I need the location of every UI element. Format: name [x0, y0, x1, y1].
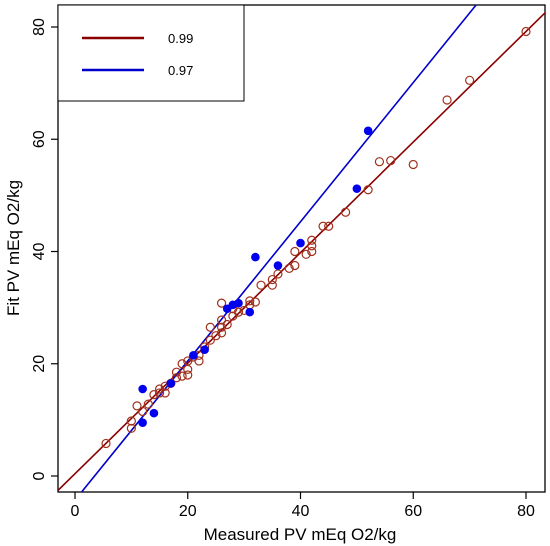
data-point-open	[324, 221, 334, 231]
data-point-open	[216, 315, 227, 325]
data-point-open	[149, 390, 159, 400]
data-point-open	[341, 207, 351, 217]
data-point-filled	[200, 345, 209, 355]
data-point-open	[256, 280, 266, 290]
data-point-open	[245, 296, 255, 306]
data-point-open	[183, 370, 193, 380]
data-point-open	[290, 260, 300, 271]
data-point-open	[284, 263, 294, 273]
x-tick-label: 0	[71, 503, 80, 520]
data-point-open	[154, 388, 165, 398]
legend-label-0.99: 0.99	[168, 31, 193, 46]
data-point-open	[160, 388, 170, 398]
data-point-open	[442, 95, 452, 105]
data-point-open	[216, 322, 227, 332]
data-point-open	[290, 246, 300, 257]
data-point-filled	[189, 351, 198, 360]
x-tick-label: 20	[179, 503, 197, 520]
data-point-open	[126, 423, 136, 433]
data-point-open	[194, 356, 204, 366]
data-point-open	[126, 416, 136, 426]
data-point-open	[267, 274, 277, 285]
data-point-open	[132, 401, 142, 411]
x-axis-label: Measured PV mEq O2/kg	[204, 525, 397, 544]
data-point-open	[250, 297, 260, 307]
legend-box	[57, 4, 245, 102]
data-point-open	[273, 269, 283, 279]
data-point-filled	[234, 298, 243, 308]
data-point-open	[216, 328, 227, 338]
y-tick-label: 0	[31, 471, 48, 480]
data-point-open	[465, 75, 475, 85]
data-point-open	[177, 359, 187, 369]
data-point-open	[307, 241, 317, 251]
fit-line-0.99	[58, 11, 545, 491]
data-point-open	[318, 221, 328, 231]
data-point-open	[205, 335, 215, 345]
data-point-open	[138, 406, 148, 417]
y-tick-label: 20	[31, 355, 48, 373]
data-point-open	[521, 26, 531, 37]
y-tick-label: 60	[31, 130, 48, 148]
data-points	[101, 26, 531, 449]
x-axis: 0 20 40 60 80	[71, 492, 535, 520]
x-tick-label: 60	[404, 503, 422, 520]
data-point-filled	[138, 384, 147, 394]
y-tick-label: 40	[31, 243, 48, 261]
data-point-open	[101, 438, 111, 449]
data-point-open	[267, 280, 277, 290]
legend-label-0.97: 0.97	[168, 63, 193, 78]
data-point-filled	[166, 379, 176, 388]
data-point-open	[216, 298, 227, 308]
legend: 0.99 0.97	[57, 4, 245, 102]
data-point-open	[386, 155, 396, 166]
data-point-open	[233, 307, 244, 317]
data-point-open	[363, 185, 373, 195]
data-point-filled	[251, 252, 260, 262]
data-point-filled	[352, 184, 362, 193]
y-tick-label: 80	[31, 18, 48, 36]
y-axis: 0 20 40 60 80	[31, 18, 58, 480]
data-point-open	[301, 249, 311, 259]
x-tick-label: 80	[517, 503, 535, 520]
data-point-filled	[245, 307, 255, 317]
data-point-filled	[296, 238, 305, 248]
data-point-filled	[138, 418, 147, 427]
data-point-open	[307, 246, 317, 257]
data-point-open	[408, 159, 418, 170]
x-tick-label: 40	[292, 503, 310, 520]
data-point-open	[211, 331, 221, 341]
data-point-open	[307, 235, 317, 245]
data-point-filled	[273, 261, 283, 270]
data-point-open	[143, 399, 153, 409]
data-point-open	[171, 373, 182, 383]
data-point-open	[374, 157, 385, 167]
data-point-filled	[363, 126, 373, 136]
data-point-open	[177, 371, 187, 381]
data-point-filled	[149, 408, 159, 418]
y-axis-label: Fit PV mEq O2/kg	[4, 180, 23, 316]
data-point-open	[205, 322, 215, 332]
data-point-open	[222, 319, 232, 330]
